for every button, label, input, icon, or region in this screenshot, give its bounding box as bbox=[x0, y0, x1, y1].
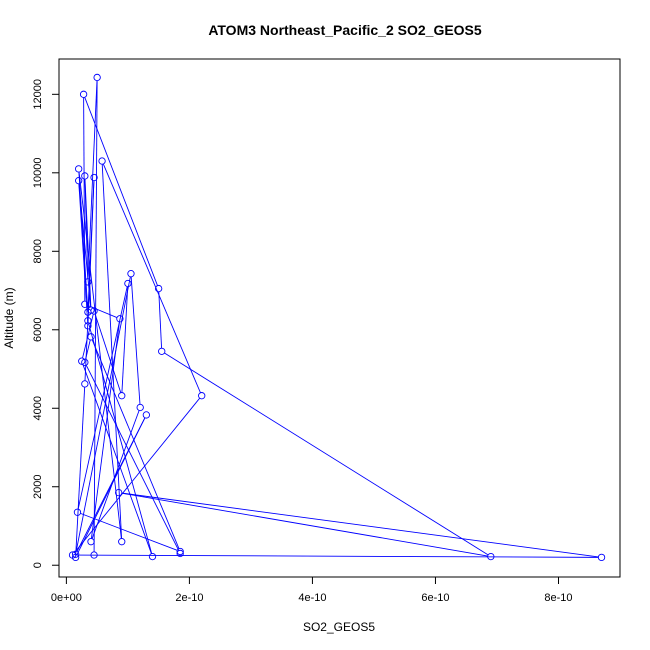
series-segment bbox=[75, 387, 86, 555]
y-tick-label: 4000 bbox=[32, 396, 44, 420]
data-point bbox=[136, 403, 144, 412]
series-segment bbox=[94, 313, 122, 393]
series-segment bbox=[84, 179, 89, 279]
series-segment bbox=[158, 291, 163, 349]
x-axis: 0e+00 2e-10 4e-10 6e-10 8e-10 bbox=[51, 576, 573, 604]
data-point bbox=[79, 90, 88, 98]
data-point bbox=[597, 553, 606, 562]
data-point bbox=[93, 73, 101, 82]
y-tick-label: 6000 bbox=[32, 318, 44, 342]
data-point bbox=[176, 549, 184, 558]
data-point bbox=[78, 357, 86, 365]
data-point bbox=[81, 300, 89, 308]
data-point bbox=[198, 392, 206, 400]
data-point bbox=[127, 270, 135, 278]
y-tick-label: 12000 bbox=[32, 79, 44, 110]
series-segment bbox=[84, 323, 89, 381]
y-axis-label: Altitude (m) bbox=[2, 287, 16, 348]
data-point bbox=[124, 279, 132, 288]
y-axis: 0 2000 4000 6000 8000 10000 12000 bbox=[32, 79, 60, 568]
x-tick-label: 0e+00 bbox=[51, 592, 82, 604]
x-tick-label: 4e-10 bbox=[298, 592, 326, 604]
y-tick-label: 8000 bbox=[32, 239, 44, 263]
series-segment bbox=[102, 163, 201, 393]
data-point bbox=[81, 380, 89, 388]
series-segment bbox=[164, 352, 489, 556]
series-segment bbox=[101, 164, 123, 539]
data-point bbox=[116, 315, 124, 323]
series-segment bbox=[88, 323, 153, 554]
data-point bbox=[118, 538, 126, 546]
data-point bbox=[75, 177, 83, 185]
series-segment bbox=[78, 183, 92, 308]
series-segment bbox=[87, 180, 95, 323]
series-segment bbox=[90, 321, 120, 539]
series-segment bbox=[130, 276, 141, 405]
series-segment bbox=[93, 80, 98, 552]
data-point bbox=[115, 488, 123, 497]
series-segment bbox=[80, 512, 178, 551]
series-layer bbox=[68, 73, 606, 562]
series-segment bbox=[76, 417, 146, 552]
data-point bbox=[84, 322, 92, 330]
data-point bbox=[68, 551, 77, 559]
y-tick-label: 0 bbox=[32, 562, 44, 568]
x-tick-label: 2e-10 bbox=[175, 592, 203, 604]
data-point bbox=[158, 347, 166, 356]
plot-frame bbox=[58, 58, 621, 578]
series-segment bbox=[78, 183, 89, 323]
x-tick-label: 8e-10 bbox=[544, 592, 572, 604]
data-point bbox=[87, 333, 95, 341]
data-point bbox=[84, 278, 92, 286]
series-segment bbox=[91, 410, 140, 539]
data-point bbox=[142, 411, 150, 419]
data-point bbox=[155, 284, 163, 293]
data-point bbox=[71, 550, 80, 558]
chart-title: ATOM3 Northeast_Pacific_2 SO2_GEOS5 bbox=[208, 22, 482, 38]
data-point bbox=[487, 552, 495, 561]
data-point bbox=[73, 508, 82, 516]
x-tick-label: 6e-10 bbox=[421, 592, 449, 604]
series-segment bbox=[87, 80, 98, 279]
series-segment bbox=[121, 286, 129, 393]
data-point bbox=[75, 165, 83, 173]
data-point bbox=[87, 538, 95, 546]
series-segment bbox=[75, 276, 131, 552]
y-tick-label: 2000 bbox=[32, 475, 44, 499]
x-axis-label: SO2_GEOS5 bbox=[303, 620, 375, 634]
data-point bbox=[84, 317, 92, 325]
data-point bbox=[148, 552, 157, 561]
data-point bbox=[87, 306, 95, 314]
data-point bbox=[90, 551, 98, 559]
series-segment bbox=[74, 397, 201, 553]
series-segment bbox=[121, 492, 599, 558]
data-point bbox=[118, 392, 126, 400]
data-point bbox=[176, 547, 184, 556]
data-point bbox=[98, 157, 106, 165]
data-point bbox=[81, 172, 89, 180]
series-segment bbox=[75, 554, 599, 558]
data-point bbox=[90, 173, 98, 182]
y-tick-label: 10000 bbox=[32, 158, 44, 189]
data-point bbox=[81, 358, 89, 366]
series-segment bbox=[85, 365, 180, 551]
series-segment bbox=[91, 339, 180, 549]
series-segment bbox=[121, 492, 488, 557]
